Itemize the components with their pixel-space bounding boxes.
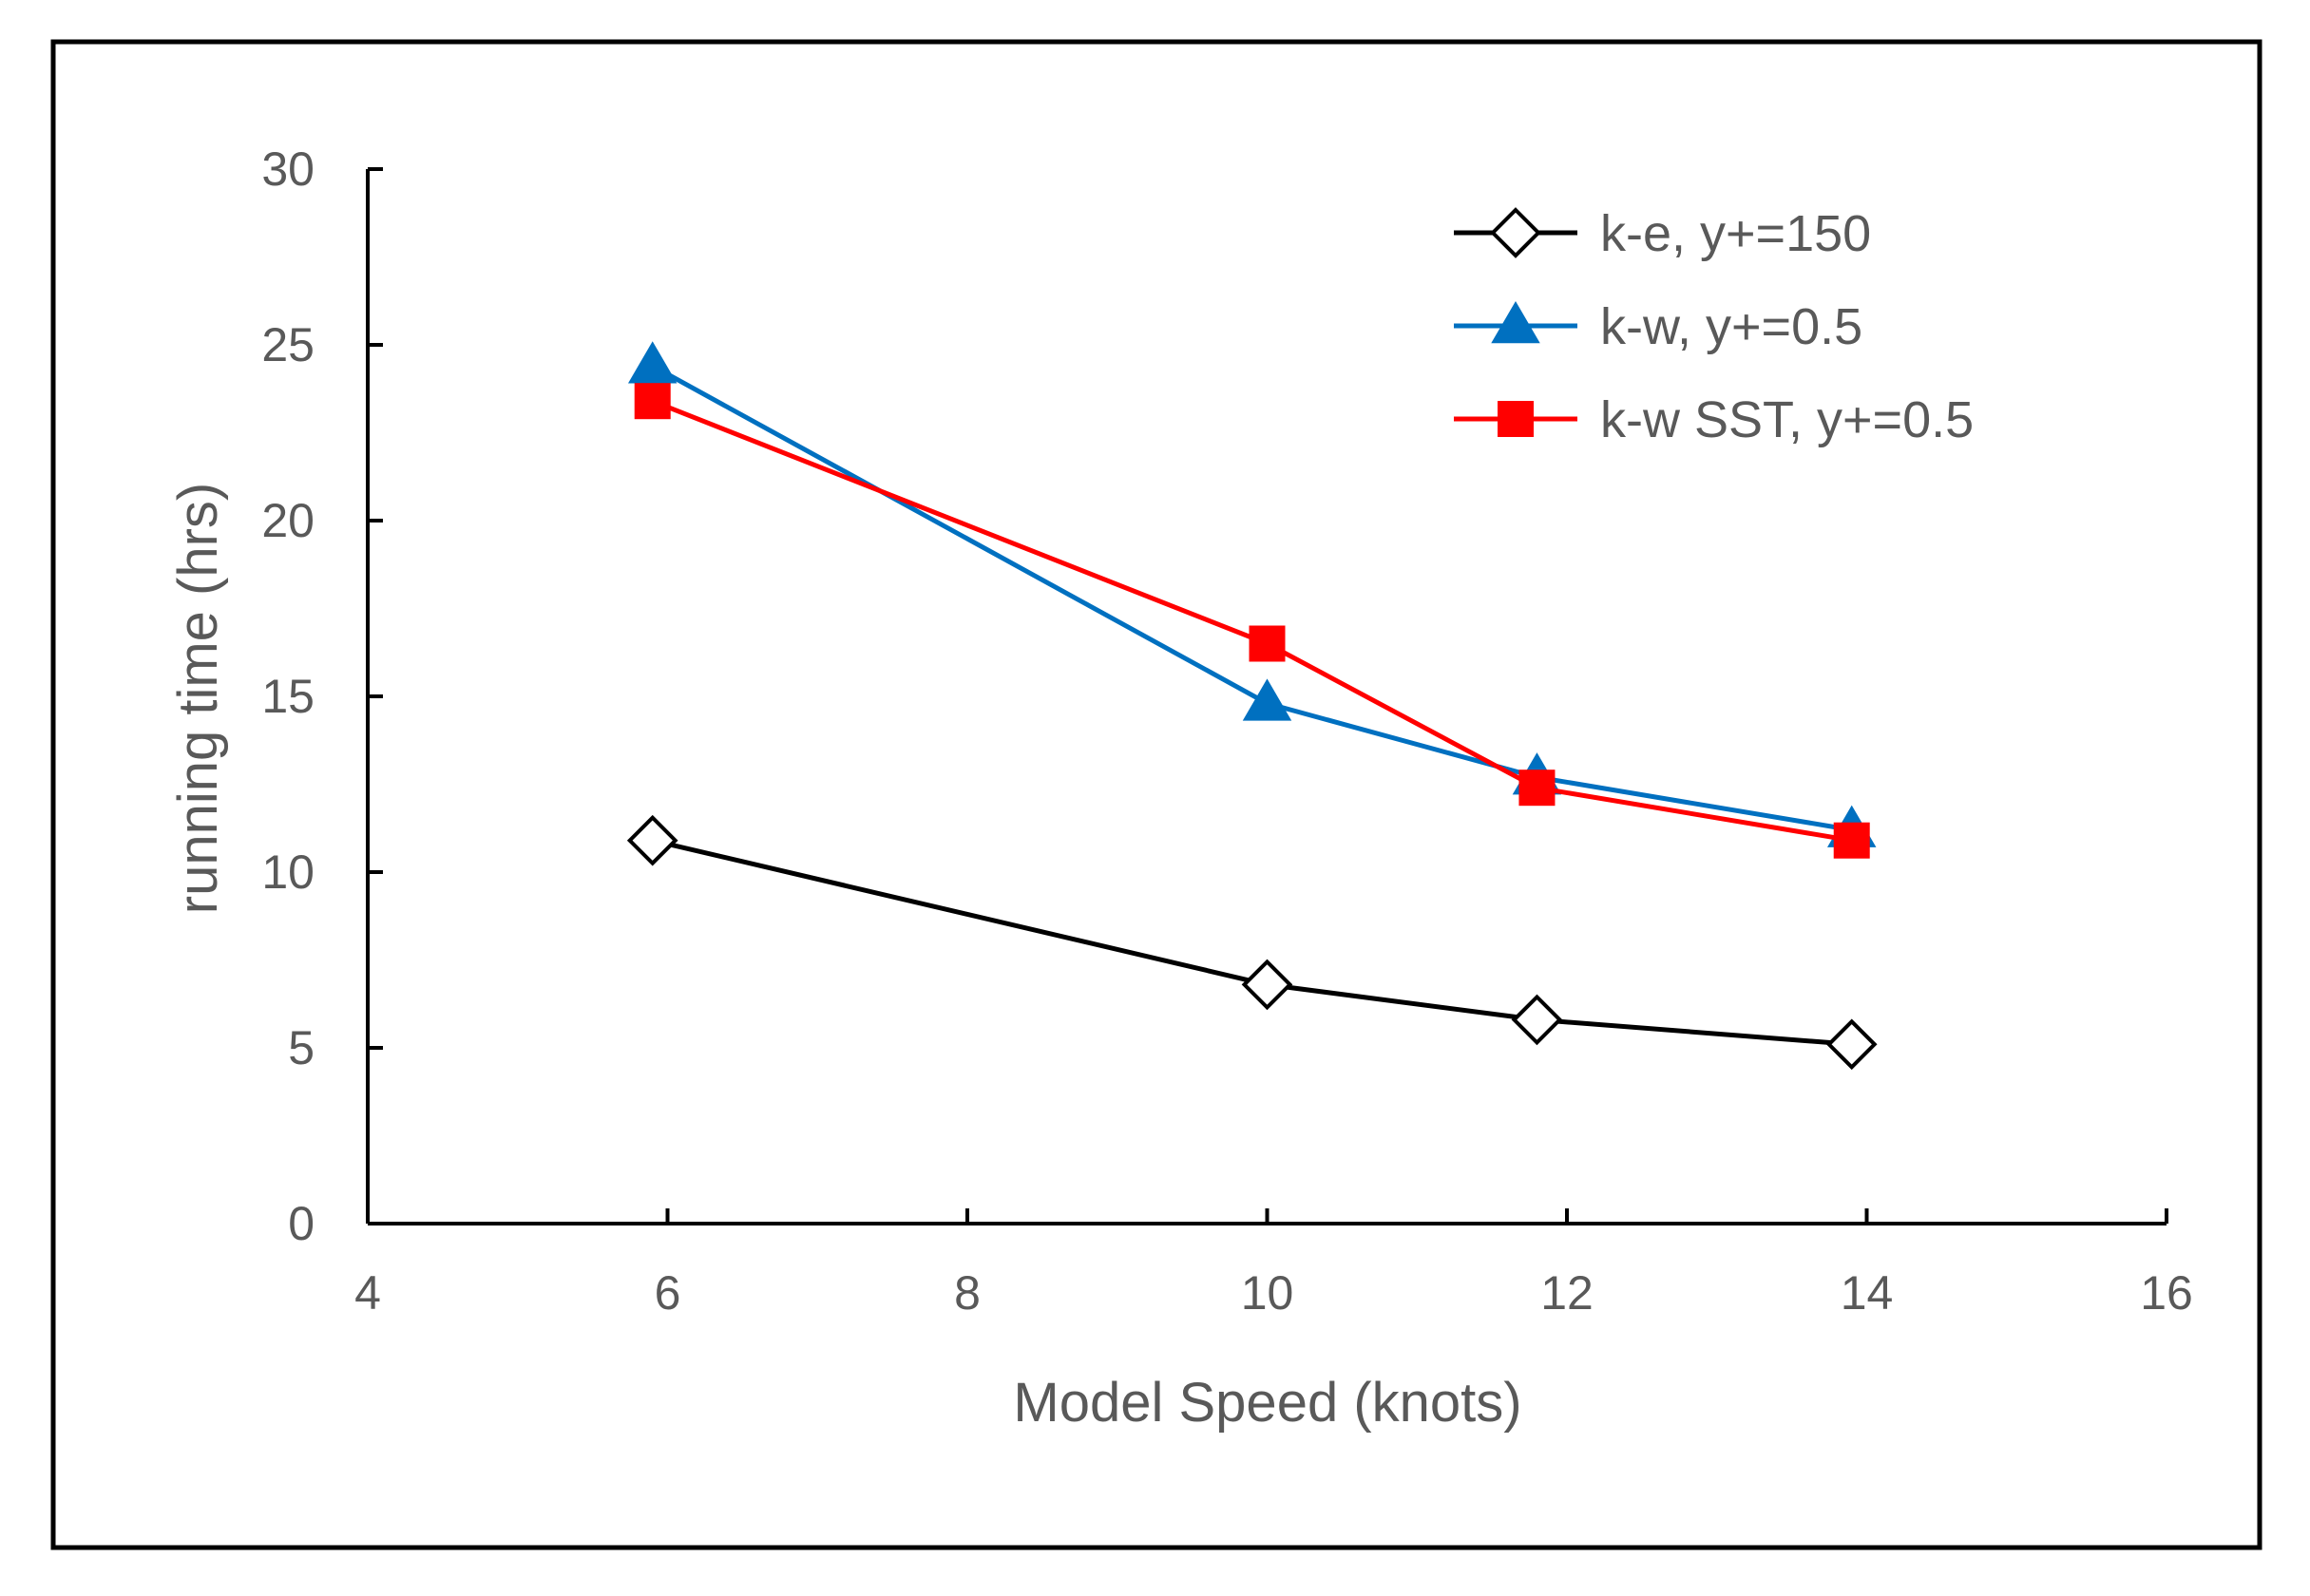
y-tick-label: 15: [261, 670, 315, 723]
tick-labels: 0 5 10 15 20 25 30 4 6 8 10 12 14 16: [261, 142, 2192, 1320]
legend-marker: [1490, 207, 1541, 258]
y-tick-label: 25: [261, 318, 315, 371]
x-axis-title: Model Speed (knots): [1013, 1372, 1521, 1434]
legend-entry: k-e, y+=150: [1454, 205, 1871, 262]
series-1: [626, 814, 1878, 1071]
series-line: [651, 398, 1853, 844]
legend-label: k-w, y+=0.5: [1600, 298, 1862, 355]
x-tick-label: 14: [1841, 1266, 1894, 1320]
data-point: [1825, 1018, 1878, 1071]
legend-entry: k-w SST, y+=0.5: [1454, 391, 1974, 448]
data-point: [627, 341, 678, 384]
series-layer: [626, 341, 1878, 1071]
series-line: [651, 364, 1853, 833]
y-axis-title: running time (hrs): [167, 483, 229, 914]
data-point: [1518, 770, 1556, 807]
chart-frame: [50, 39, 2262, 1550]
y-tick-label: 5: [288, 1021, 315, 1074]
data-point: [1511, 994, 1563, 1046]
data-point: [1242, 678, 1292, 721]
series-line: [652, 838, 1852, 1047]
legend-label: k-e, y+=150: [1600, 205, 1871, 262]
data-point: [1241, 959, 1293, 1011]
data-point: [1833, 822, 1870, 859]
axes: [366, 167, 2168, 1226]
legend-marker: [1498, 401, 1534, 437]
x-tick-label: 8: [954, 1266, 981, 1320]
data-point: [634, 383, 671, 420]
y-tick-label: 0: [288, 1197, 315, 1250]
legend: k-e, y+=150 k-w, y+=0.5 k-w SST, y+=0.5: [1454, 205, 1974, 448]
series-3: [634, 383, 1870, 859]
legend-entry: k-w, y+=0.5: [1454, 298, 1862, 355]
legend-label: k-w SST, y+=0.5: [1600, 391, 1974, 448]
data-point: [626, 814, 678, 866]
y-tick-label: 30: [261, 142, 315, 196]
x-tick-label: 12: [1540, 1266, 1594, 1320]
x-tick-label: 6: [655, 1266, 681, 1320]
y-tick-label: 10: [261, 846, 315, 899]
data-point: [1249, 625, 1286, 662]
x-tick-label: 10: [1241, 1266, 1294, 1320]
legend-marker: [1491, 301, 1540, 344]
x-tick-label: 4: [354, 1266, 381, 1320]
x-tick-label: 16: [2140, 1266, 2193, 1320]
y-tick-label: 20: [261, 494, 315, 547]
